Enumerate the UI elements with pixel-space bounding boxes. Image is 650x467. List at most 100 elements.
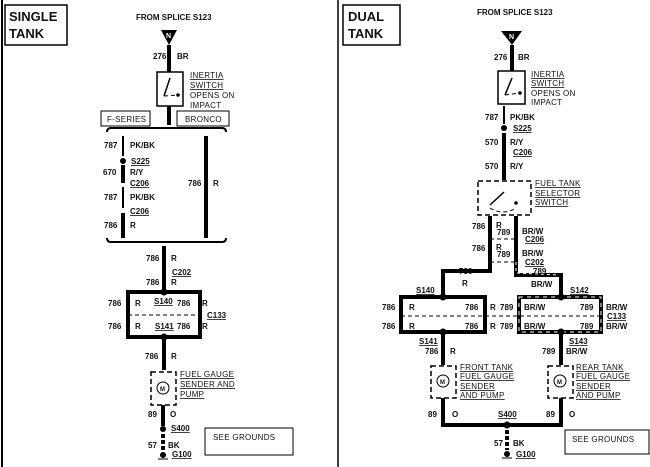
wire-num: 786 [104, 221, 118, 230]
wire-color: PK/BK [130, 141, 155, 150]
wire-color: PK/BK [130, 193, 155, 202]
wire-color: BK [513, 439, 525, 448]
switch-open-contact [504, 92, 521, 96]
wire-color: O [569, 410, 575, 419]
wire-num: 89 [148, 410, 157, 419]
connector-c133: C133 [607, 312, 627, 321]
wire-num: 276 [494, 53, 508, 62]
single-tank-title-box [4, 4, 68, 46]
wire-num: 89 [428, 410, 437, 419]
title-line2: TANK [348, 26, 384, 41]
lower-brace [106, 237, 227, 243]
connector-c202: C202 [172, 268, 192, 277]
wire-num: 57 [494, 439, 503, 448]
connector-c202: C202 [525, 258, 545, 267]
source-label: FROM SPLICE S123 [136, 13, 212, 22]
wire-num: 789 [500, 303, 514, 312]
wire-num: 789 [500, 322, 514, 331]
wire-num: 89 [546, 410, 555, 419]
wire-num: 276 [153, 52, 167, 61]
selector-label-2: SELECTOR [535, 189, 580, 198]
switch-blade [163, 77, 171, 97]
splice-s140 [439, 293, 447, 301]
sender-label-3: PUMP [180, 390, 204, 399]
dual-tank-title-box [342, 4, 401, 46]
splice-s400 [503, 421, 511, 429]
contact-dot [514, 201, 518, 205]
wire-color: R [450, 347, 456, 356]
wire-num: 786 [465, 322, 479, 331]
sender-label-2: SENDER AND [180, 380, 235, 389]
fuel-gauge-sender [150, 371, 177, 406]
wire-color: R [409, 303, 415, 312]
connector-c206: C206 [525, 235, 545, 244]
wire-786-front [441, 216, 492, 297]
wire-num: 789 [580, 303, 594, 312]
dual-tank-panel: DUAL TANK FROM SPLICE S123 N 276 BR INER… [342, 4, 650, 459]
wire-color: BK [168, 441, 180, 450]
connector-c206: C206 [513, 148, 533, 157]
switch-blade [504, 77, 513, 96]
selector-label-3: SWITCH [535, 198, 568, 207]
inertia-label-4: IMPACT [190, 101, 221, 110]
contact-dot [518, 91, 522, 95]
wire-89-ground-bus [441, 398, 563, 427]
motor-label: M [557, 380, 562, 386]
wire-color: BR/W [531, 280, 553, 289]
title-line2: TANK [9, 26, 45, 41]
connector-c133: C133 [207, 311, 227, 320]
splice-s400 [160, 426, 166, 432]
motor-label: M [160, 387, 165, 393]
wire-color: R [496, 243, 502, 252]
wire-num: 786 [177, 322, 191, 331]
inertia-switch [497, 70, 526, 105]
single-tank-panel: SINGLE TANK FROM SPLICE S123 N 276 BR IN… [4, 4, 294, 460]
connector-n-label: N [166, 33, 171, 40]
wire-color: R [135, 322, 141, 331]
wire-color: R [171, 278, 177, 287]
wire-color: R [462, 279, 468, 288]
wire-num: 670 [103, 168, 117, 177]
wire-color: BR/W [606, 303, 628, 312]
bronco-box [176, 110, 230, 127]
ground-g100-label: G100 [516, 450, 536, 459]
selector-blade [489, 191, 505, 206]
wire-color: BR/W [524, 303, 546, 312]
wire-color: R [409, 322, 415, 331]
splice-s225 [501, 125, 507, 131]
wire-color: R/Y [510, 162, 524, 171]
upper-brace [106, 127, 227, 133]
rear-sender-label-1: REAR TANK [576, 363, 624, 372]
splice-s141-label: S141 [155, 322, 174, 331]
see-grounds-box [564, 429, 650, 455]
wire-color: PK/BK [510, 113, 535, 122]
wire-num: 786 [465, 303, 479, 312]
splice-label: S225 [131, 157, 150, 166]
splice-s140-label: S140 [416, 286, 435, 295]
connector-n-icon [161, 30, 177, 45]
bronco-label: BRONCO [185, 115, 222, 124]
rear-tank-sender [547, 365, 574, 399]
inertia-switch [156, 71, 184, 107]
wire-color: R/Y [510, 138, 524, 147]
rear-sender-label-4: AND PUMP [576, 391, 621, 400]
wire-num: 789 [497, 250, 511, 259]
wire-num: 786 [177, 299, 191, 308]
rear-sender-label-2: FUEL GAUGE [576, 372, 630, 381]
connector-n-label: N [509, 34, 514, 41]
ground-g100-icon [160, 452, 166, 458]
ground-g100-icon [504, 451, 510, 457]
wire-num: 786 [472, 222, 486, 231]
front-sender-label-4: AND PUMP [460, 391, 505, 400]
motor-icon [156, 381, 170, 395]
inertia-label-1: INERTIA [190, 71, 224, 80]
switch-open-contact [163, 94, 179, 97]
sender-label-1: FUEL GAUGE [180, 370, 234, 379]
inertia-label-2: SWITCH [531, 79, 564, 88]
motor-icon [436, 374, 450, 388]
inertia-label-1: INERTIA [531, 70, 565, 79]
wire-color: R [490, 303, 496, 312]
front-sender-label-2: FUEL GAUGE [460, 372, 514, 381]
inertia-label-4: IMPACT [531, 98, 562, 107]
connector-label: C206 [130, 207, 150, 216]
